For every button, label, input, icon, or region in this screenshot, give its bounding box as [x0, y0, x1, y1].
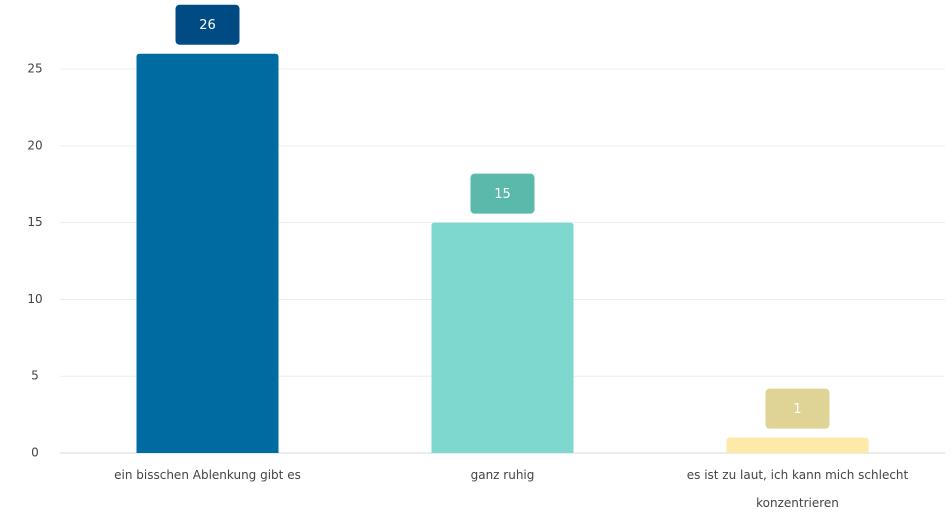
y-tick-label: 20: [27, 138, 42, 152]
x-tick-label: es ist zu laut, ich kann mich schlecht k…: [686, 468, 909, 510]
bar: [726, 437, 869, 453]
y-tick-label: 0: [31, 446, 39, 460]
x-tick-label: ganz ruhig: [470, 468, 535, 482]
value-label: 26: [199, 18, 216, 33]
y-tick-label: 10: [27, 292, 42, 306]
x-tick-label: ein bisschen Ablenkung gibt es: [114, 468, 301, 482]
value-label-box: [470, 173, 535, 214]
bar: [431, 222, 574, 453]
value-label-box: [765, 388, 830, 429]
value-label-box: [175, 4, 240, 45]
y-tick-label: 15: [27, 215, 42, 229]
value-label: 15: [494, 187, 511, 202]
y-tick-label: 25: [27, 62, 42, 76]
y-tick-label: 5: [31, 369, 39, 383]
bar: [136, 53, 279, 453]
value-label: 1: [793, 402, 801, 417]
